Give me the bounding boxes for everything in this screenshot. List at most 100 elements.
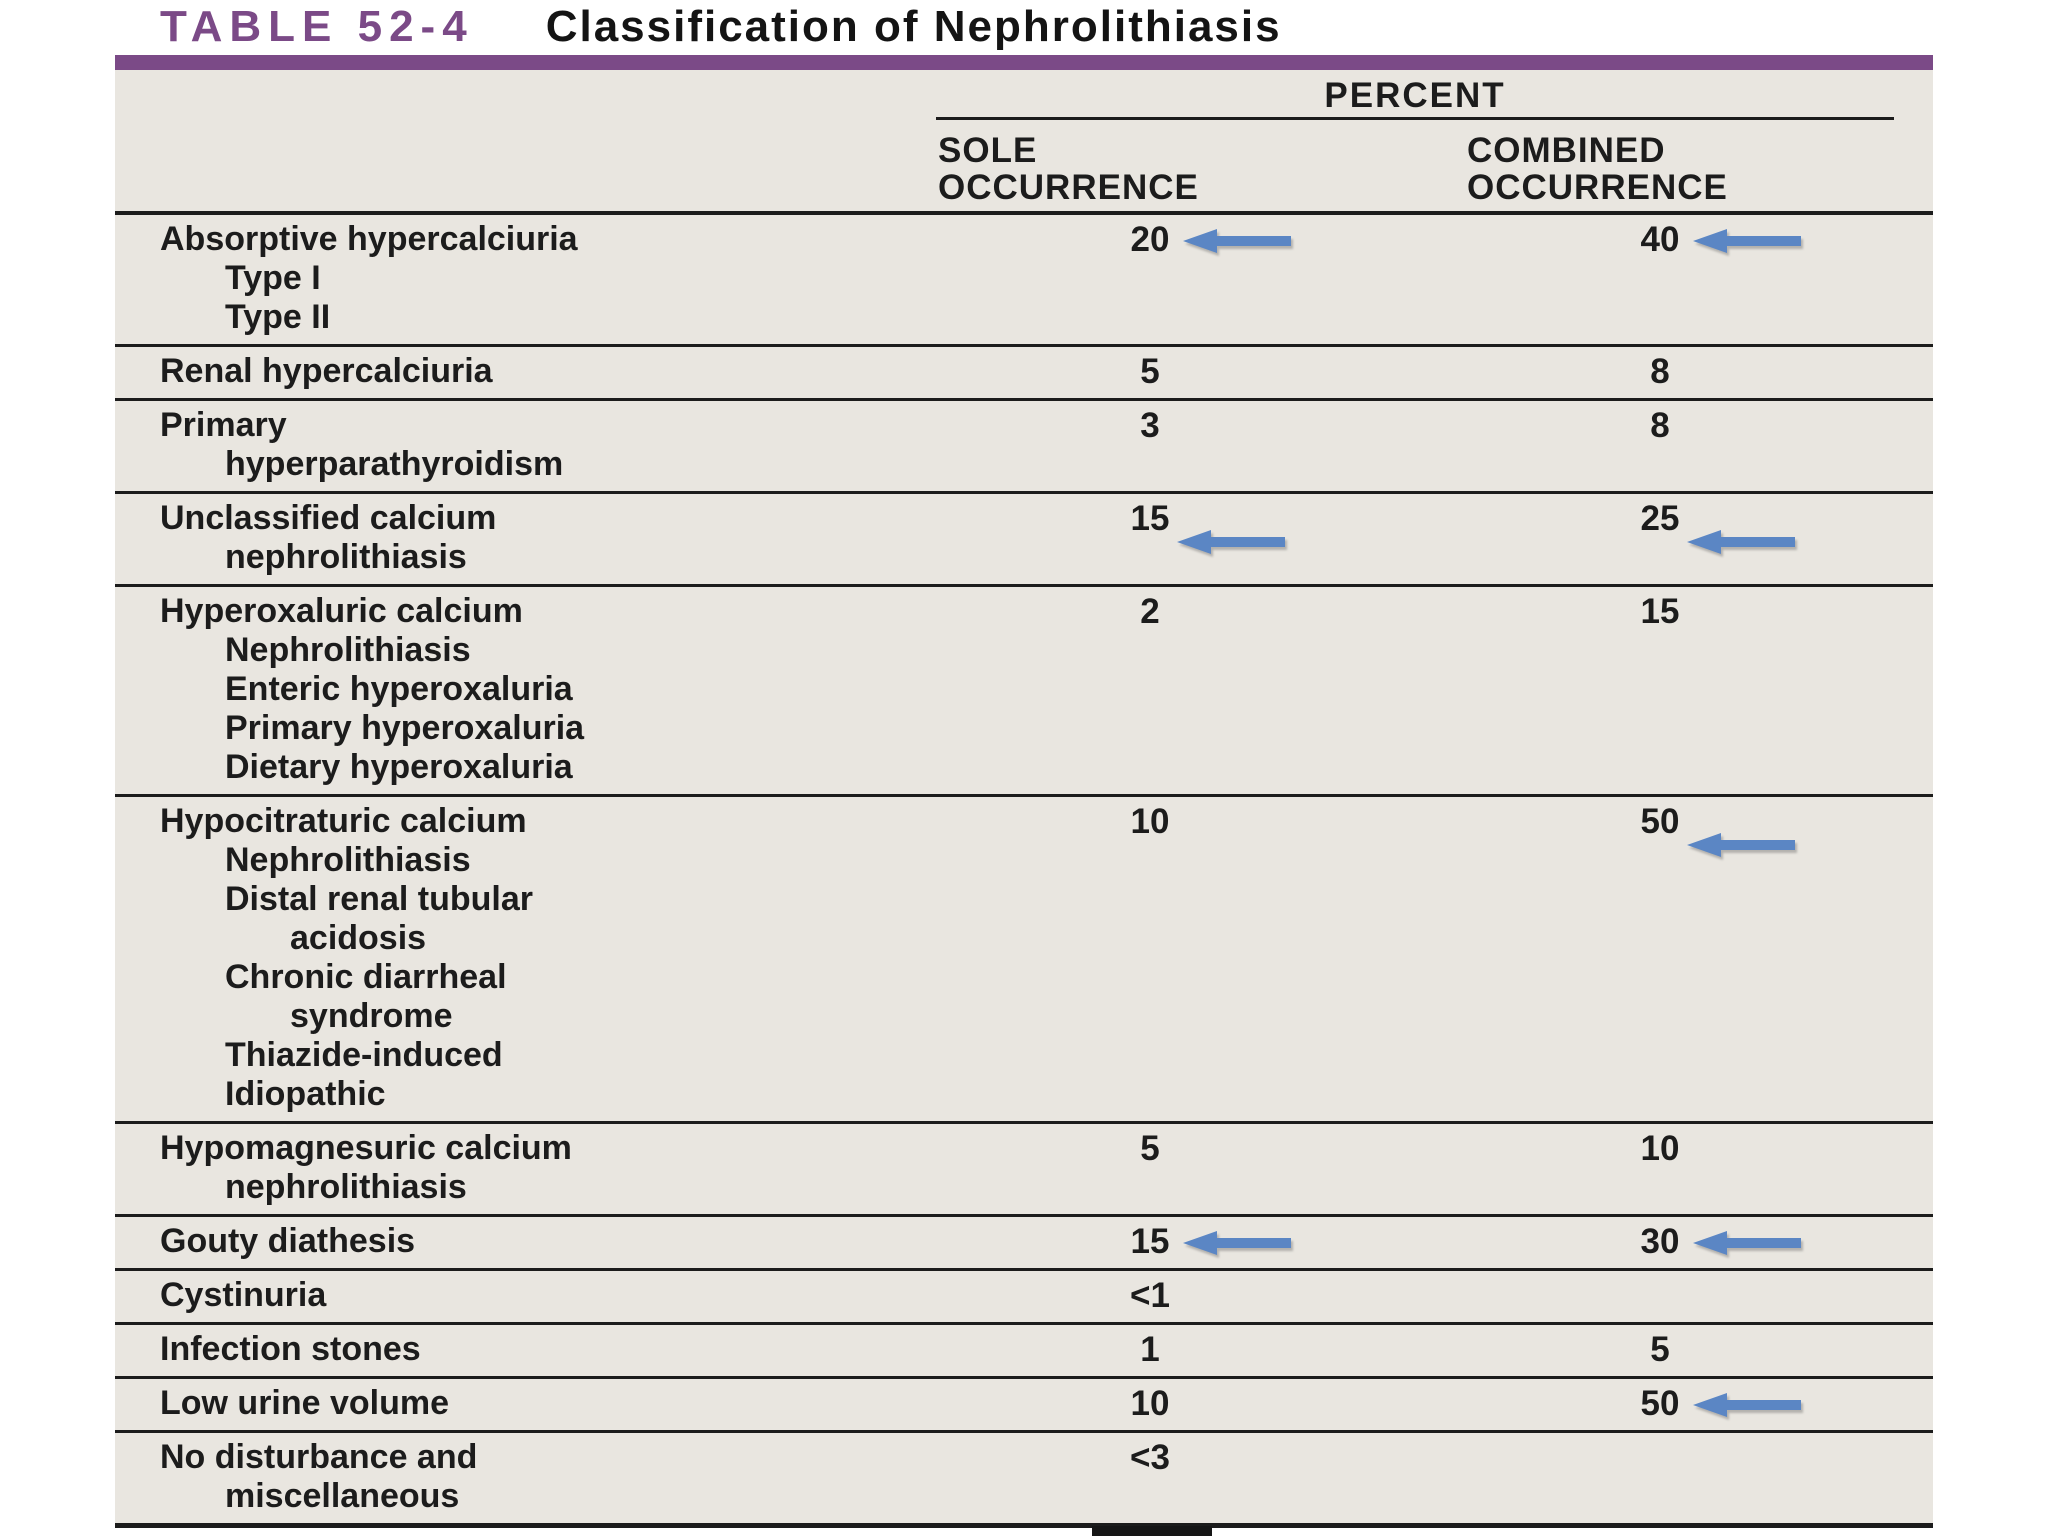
column-header-line: COMBINED <box>1467 131 1666 170</box>
left-arrow-icon <box>1691 225 1803 255</box>
table-row: Infection stones 1 5 <box>115 1322 1933 1376</box>
stone-type-label-line: Unclassified calcium <box>160 499 497 537</box>
table-body: Absorptive hypercalciuria Type I Type II 20… <box>115 215 1933 1528</box>
stone-type-cell: Unclassified calcium nephrolithiasis <box>115 499 905 577</box>
stone-type-cell: Primary hyperparathyroidism <box>115 406 905 484</box>
percent-group-header: PERCENT <box>1324 76 1506 115</box>
table-row: Hypocitraturic calcium Nephrolithiasis Dis… <box>115 794 1933 1121</box>
percent-value: 15 <box>1131 1222 1292 1261</box>
table-row: Absorptive hypercalciuria Type I Type II 20… <box>115 215 1933 344</box>
stone-type-label-line: acidosis <box>290 919 427 957</box>
stone-type-label-line: Primary <box>160 406 287 444</box>
percent-value: 40 <box>1641 220 1802 259</box>
combined-occurrence-cell <box>1395 1438 1925 1516</box>
combined-occurrence-cell: 5 <box>1395 1330 1925 1369</box>
stone-type-label-line: Primary hyperoxaluria <box>225 709 585 747</box>
combined-occurrence-cell <box>1395 1276 1925 1315</box>
stone-type-cell: Low urine volume <box>115 1384 905 1423</box>
stone-type-label-line: nephrolithiasis <box>225 1168 467 1206</box>
classification-table: PERCENT SOLE OCCURRENCE COMBINED OCCURRE… <box>115 55 1933 1528</box>
stone-type-label-line: Thiazide-induced <box>225 1036 503 1074</box>
combined-occurrence-cell: 10 <box>1395 1129 1925 1207</box>
sole-occurrence-cell: 5 <box>905 1129 1395 1207</box>
table-row: Primary hyperparathyroidism 3 8 <box>115 398 1933 491</box>
combined-occurrence-cell: 40 <box>1395 220 1925 337</box>
column-header-combined-occurrence: COMBINED OCCURRENCE <box>1467 132 1728 206</box>
percent-value: 3 <box>1140 406 1160 445</box>
stone-type-cell: Renal hypercalciuria <box>115 352 905 391</box>
stone-type-cell: Gouty diathesis <box>115 1222 905 1261</box>
table-row: Hypomagnesuric calcium nephrolithiasis 5 10 <box>115 1121 1933 1214</box>
combined-occurrence-cell: 8 <box>1395 352 1925 391</box>
column-header-line: OCCURRENCE <box>938 168 1199 207</box>
stone-type-label-line: Enteric hyperoxaluria <box>225 670 573 708</box>
combined-occurrence-cell: 50 <box>1395 1384 1925 1423</box>
stone-type-label-line: hyperparathyroidism <box>225 445 564 483</box>
sole-occurrence-cell: 5 <box>905 352 1395 391</box>
sole-occurrence-cell: <3 <box>905 1438 1395 1516</box>
percent-value: 15 <box>1640 592 1680 631</box>
column-header-sole-occurrence: SOLE OCCURRENCE <box>938 132 1199 206</box>
table-row: Hyperoxaluric calcium Nephrolithiasis Ente… <box>115 584 1933 794</box>
stone-type-label-line: Cystinuria <box>160 1276 327 1314</box>
stone-type-label-line: Low urine volume <box>160 1384 450 1422</box>
percent-value: 50 <box>1641 802 1796 857</box>
percent-value: 8 <box>1650 406 1670 445</box>
percent-value: 5 <box>1140 1129 1160 1168</box>
percent-value: 5 <box>1140 352 1160 391</box>
stone-type-label-line: Infection stones <box>160 1330 421 1368</box>
sole-occurrence-cell: 10 <box>905 1384 1395 1423</box>
stone-type-cell: Hyperoxaluric calcium Nephrolithiasis Ente… <box>115 592 905 787</box>
accent-bar <box>115 55 1933 70</box>
stone-type-label-line: Hypomagnesuric calcium <box>160 1129 572 1167</box>
stone-type-label-line: Type II <box>225 298 331 336</box>
sole-occurrence-cell: 2 <box>905 592 1395 787</box>
left-arrow-icon <box>1685 829 1797 859</box>
combined-occurrence-cell: 25 <box>1395 499 1925 577</box>
stone-type-label-line: Renal hypercalciuria <box>160 352 493 390</box>
sole-occurrence-cell: <1 <box>905 1276 1395 1315</box>
stone-type-label-line: Chronic diarrheal <box>225 958 507 996</box>
combined-occurrence-cell: 30 <box>1395 1222 1925 1261</box>
stone-type-cell: Infection stones <box>115 1330 905 1369</box>
table-row: Cystinuria <1 <box>115 1268 1933 1322</box>
column-header-line: OCCURRENCE <box>1467 168 1728 207</box>
stone-type-label-line: Dietary hyperoxaluria <box>225 748 573 786</box>
table-row: Renal hypercalciuria 5 8 <box>115 344 1933 398</box>
stone-type-cell: Hypocitraturic calcium Nephrolithiasis Dis… <box>115 802 905 1114</box>
sole-occurrence-cell: 10 <box>905 802 1395 1114</box>
table-header: PERCENT SOLE OCCURRENCE COMBINED OCCURRE… <box>115 70 1933 215</box>
percent-value: <3 <box>1130 1438 1170 1477</box>
stone-type-label-line: nephrolithiasis <box>225 538 467 576</box>
left-arrow-icon <box>1685 526 1797 556</box>
table-heading: TABLE 52-4 Classification of Nephrolithi… <box>160 2 1282 52</box>
stone-type-label-line: syndrome <box>290 997 453 1035</box>
sole-occurrence-cell: 15 <box>905 1222 1395 1261</box>
combined-occurrence-cell: 8 <box>1395 406 1925 484</box>
table-caption: Classification of Nephrolithiasis <box>545 2 1282 51</box>
left-arrow-icon <box>1181 1227 1293 1257</box>
percent-underline <box>936 117 1894 120</box>
percent-value: 25 <box>1641 499 1796 554</box>
percent-value: <1 <box>1130 1276 1170 1315</box>
percent-value: 10 <box>1130 1384 1170 1423</box>
sole-occurrence-cell: 3 <box>905 406 1395 484</box>
stone-type-cell: Absorptive hypercalciuria Type I Type II <box>115 220 905 337</box>
table-row: No disturbance and miscellaneous <3 <box>115 1430 1933 1523</box>
sole-occurrence-cell: 20 <box>905 220 1395 337</box>
stone-type-label-line: Distal renal tubular <box>225 880 533 918</box>
stone-type-label-line: miscellaneous <box>225 1477 460 1515</box>
sole-occurrence-cell: 1 <box>905 1330 1395 1369</box>
left-arrow-icon <box>1691 1389 1803 1419</box>
stone-type-label-line: Gouty diathesis <box>160 1222 416 1260</box>
table-number-label: TABLE 52-4 <box>160 2 474 51</box>
stone-type-label-line: Nephrolithiasis <box>225 841 471 879</box>
combined-occurrence-cell: 50 <box>1395 802 1925 1114</box>
percent-value: 15 <box>1131 499 1286 554</box>
sole-occurrence-cell: 15 <box>905 499 1395 577</box>
stone-type-cell: Hypomagnesuric calcium nephrolithiasis <box>115 1129 905 1207</box>
table-row: Gouty diathesis 15 30 <box>115 1214 1933 1268</box>
stone-type-label-line: Nephrolithiasis <box>225 631 471 669</box>
stone-type-label-line: Absorptive hypercalciuria <box>160 220 578 258</box>
